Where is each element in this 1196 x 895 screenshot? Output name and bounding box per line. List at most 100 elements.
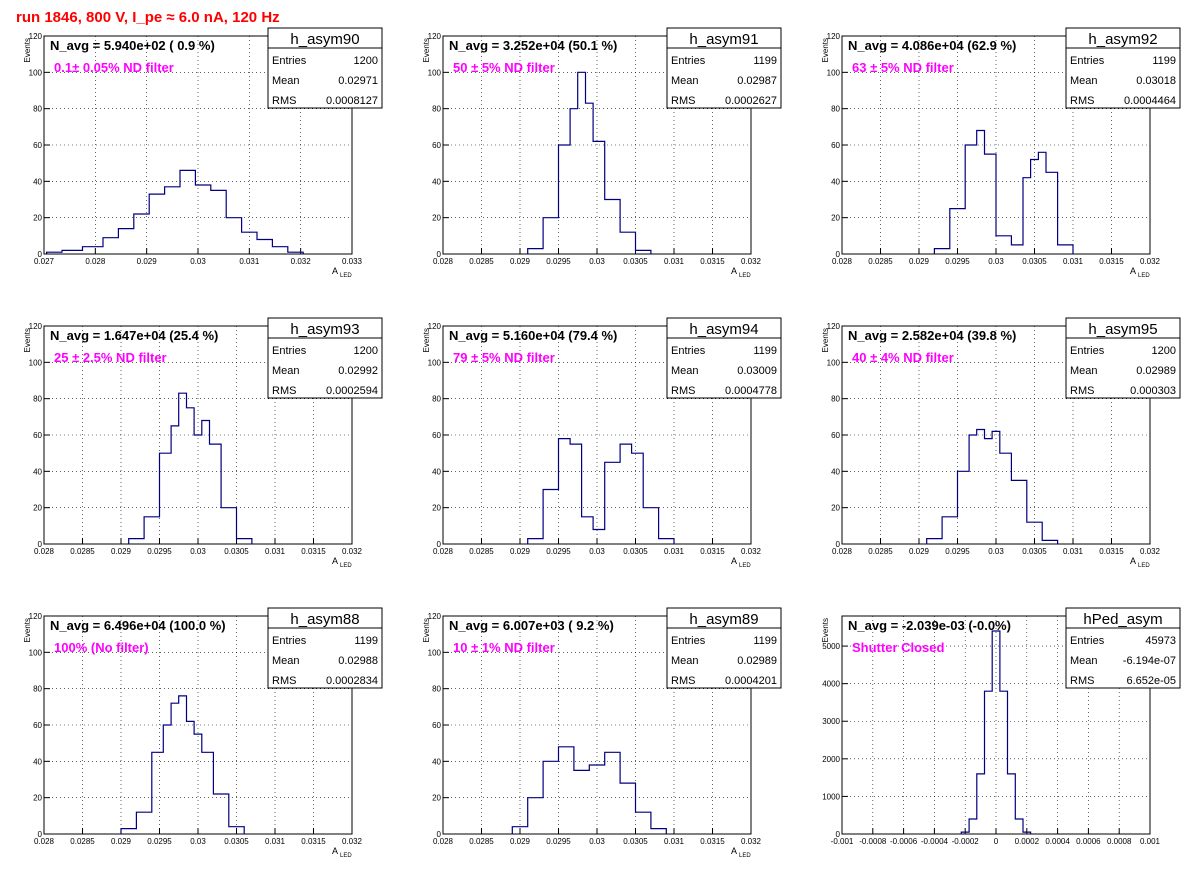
y-tick-label: 0 (437, 250, 442, 259)
histogram-line (926, 428, 1059, 544)
stats-title: h_asym93 (290, 321, 359, 338)
stats-value: 0.0002594 (326, 385, 378, 397)
histogram-h_asym89: 0.028 0.0285 0.029 0.0295 0.03 0.0305 0.031 0.0… (422, 607, 782, 859)
x-tick-label: 0.0305 (1022, 257, 1047, 266)
x-axis-label: A (1130, 556, 1136, 566)
y-tick-label: 100 (827, 68, 841, 77)
x-tick-label: 0.001 (1140, 837, 1161, 846)
stats-label: Mean (272, 75, 300, 87)
navg-label: N_avg = 1.647e+04 (25.4 %) (50, 328, 218, 343)
stats-title: h_asym89 (689, 611, 758, 628)
x-tick-label: 0.0295 (945, 257, 970, 266)
stats-title: h_asym94 (689, 321, 758, 338)
y-tick-label: 60 (33, 431, 42, 440)
x-tick-label: 0.0315 (700, 547, 725, 556)
histogram-h_asym88: 0.028 0.0285 0.029 0.0295 0.03 0.0305 0.031 0.0… (23, 607, 383, 859)
x-tick-label: 0.031 (265, 837, 286, 846)
stats-value: 0.0008127 (326, 95, 378, 107)
histogram-line (128, 392, 253, 544)
stats-label: Entries (272, 55, 307, 67)
x-tick-label: 0.0004 (1045, 837, 1070, 846)
stats-value: 0.03018 (1136, 75, 1176, 87)
x-axis-label: A (332, 846, 338, 856)
histogram-panel-hPed_asym: -0.001 -0.0008 -0.0006 -0.0004 -0.0002 0 0.000… (798, 600, 1196, 890)
stats-label: Entries (1070, 635, 1105, 647)
stats-value: 0.03009 (737, 365, 777, 377)
y-tick-label: 0 (437, 540, 442, 549)
stats-value: 0.0002627 (725, 95, 777, 107)
x-tick-label: 0.032 (291, 257, 312, 266)
x-tick-label: 0.03 (589, 257, 605, 266)
x-tick-label: 0.031 (664, 257, 685, 266)
y-axis-label: Events (821, 328, 830, 352)
x-tick-label: 0.029 (909, 257, 930, 266)
stats-label: Mean (272, 655, 300, 667)
y-tick-label: 60 (432, 141, 441, 150)
filter-annotation: 50 ± 5% ND filter (453, 60, 555, 75)
stats-value: 0.02992 (338, 365, 378, 377)
y-axis-label: Events (422, 38, 431, 62)
stats-box (1065, 317, 1181, 399)
x-tick-label: 0.0295 (147, 547, 172, 556)
x-tick-label: 0.031 (1063, 547, 1084, 556)
x-tick-label: 0.032 (741, 257, 762, 266)
y-tick-label: 120 (827, 32, 841, 41)
x-tick-label: 0.0285 (469, 257, 494, 266)
stats-label: RMS (1070, 385, 1094, 397)
y-tick-label: 0 (38, 540, 43, 549)
y-tick-label: 0 (836, 250, 841, 259)
x-tick-label: 0.032 (342, 837, 363, 846)
x-tick-label: 0.029 (111, 547, 132, 556)
x-tick-label: 0.031 (664, 547, 685, 556)
canvas: run 1846, 800 V, I_pe ≈ 6.0 nA, 120 Hz 0… (0, 9, 1181, 859)
x-tick-label: -0.0008 (859, 837, 887, 846)
x-tick-label: 0.028 (34, 837, 55, 846)
y-tick-label: 20 (432, 794, 441, 803)
stats-label: RMS (671, 95, 695, 107)
stats-title: h_asym92 (1088, 31, 1157, 48)
x-axis-label: A (731, 556, 737, 566)
stats-value: 0.02971 (338, 75, 378, 87)
y-tick-label: 120 (29, 32, 43, 41)
y-tick-label: 2000 (822, 755, 840, 764)
navg-label: N_avg = 5.160e+04 (79.4 %) (449, 328, 617, 343)
stats-title: h_asym90 (290, 31, 359, 48)
x-tick-label: 0.032 (1140, 547, 1161, 556)
stats-value: 0.02989 (1136, 365, 1176, 377)
y-tick-label: 0 (38, 250, 43, 259)
stats-box (666, 317, 782, 399)
y-tick-label: 0 (38, 830, 43, 839)
x-tick-label: 0.0315 (700, 837, 725, 846)
x-tick-label: 0.0002 (1015, 837, 1040, 846)
x-tick-label: 0.027 (34, 257, 55, 266)
y-tick-label: 80 (432, 105, 441, 114)
y-tick-label: 100 (827, 358, 841, 367)
x-tick-label: 0.0295 (147, 837, 172, 846)
x-tick-label: 0.029 (909, 547, 930, 556)
x-tick-label: 0.0315 (1099, 547, 1124, 556)
x-tick-label: -0.0006 (890, 837, 918, 846)
filter-annotation: 100% (No filter) (54, 640, 149, 655)
y-tick-label: 0 (836, 830, 841, 839)
y-tick-label: 20 (33, 504, 42, 513)
histogram-line (527, 438, 675, 544)
y-tick-label: 60 (432, 721, 441, 730)
histogram-panel-h_asym93: 0.028 0.0285 0.029 0.0295 0.03 0.0305 0.031 0.0… (0, 310, 398, 600)
y-tick-label: 0 (836, 540, 841, 549)
y-tick-label: 60 (33, 141, 42, 150)
x-tick-label: 0.031 (1063, 257, 1084, 266)
y-tick-label: 120 (827, 322, 841, 331)
y-tick-label: 60 (831, 141, 840, 150)
filter-annotation: 10 ± 1% ND filter (453, 640, 555, 655)
stats-value: 6.652e-05 (1126, 675, 1176, 687)
histogram-hPed_asym: -0.001 -0.0008 -0.0006 -0.0004 -0.0002 0 0.000… (821, 607, 1181, 846)
x-tick-label: 0.03 (589, 837, 605, 846)
stats-label: Entries (272, 635, 307, 647)
stats-label: Mean (671, 365, 699, 377)
x-axis-label-subscript: LED (739, 273, 751, 279)
x-tick-label: 0.0295 (546, 547, 571, 556)
stats-label: Entries (1070, 345, 1105, 357)
x-tick-label: 0.0315 (301, 837, 326, 846)
y-tick-label: 80 (33, 685, 42, 694)
stats-label: Mean (671, 655, 699, 667)
